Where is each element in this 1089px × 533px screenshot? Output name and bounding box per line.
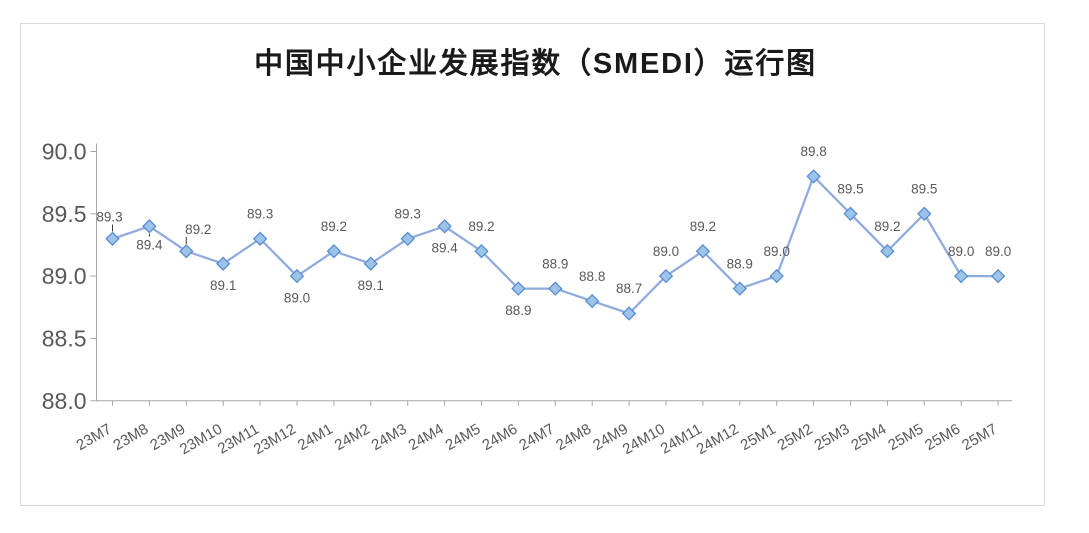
svg-text:88.5: 88.5	[42, 326, 87, 352]
svg-text:23M8: 23M8	[110, 421, 151, 454]
svg-text:24M4: 24M4	[406, 421, 447, 454]
svg-text:88.9: 88.9	[505, 303, 531, 318]
svg-text:89.2: 89.2	[321, 219, 347, 234]
svg-text:25M4: 25M4	[848, 421, 889, 454]
svg-text:89.0: 89.0	[764, 244, 790, 259]
svg-text:25M1: 25M1	[738, 421, 779, 454]
svg-text:89.5: 89.5	[42, 201, 87, 227]
svg-text:89.0: 89.0	[42, 263, 87, 289]
svg-text:24M3: 24M3	[369, 421, 410, 454]
svg-text:89.0: 89.0	[284, 290, 310, 305]
svg-text:24M5: 24M5	[442, 421, 483, 454]
svg-text:24M2: 24M2	[332, 421, 373, 454]
svg-text:89.2: 89.2	[185, 222, 211, 237]
svg-text:90.0: 90.0	[42, 139, 87, 165]
svg-text:24M1: 24M1	[295, 421, 336, 454]
svg-text:89.3: 89.3	[96, 210, 122, 225]
svg-text:88.9: 88.9	[727, 256, 753, 271]
svg-text:88.9: 88.9	[542, 256, 568, 271]
svg-text:89.8: 89.8	[800, 144, 826, 159]
svg-text:24M6: 24M6	[479, 421, 520, 454]
svg-text:88.0: 88.0	[42, 388, 87, 414]
svg-text:89.0: 89.0	[985, 244, 1011, 259]
svg-text:89.2: 89.2	[468, 219, 494, 234]
svg-text:23M10: 23M10	[177, 421, 225, 459]
svg-text:25M2: 25M2	[775, 421, 816, 454]
svg-text:25M5: 25M5	[885, 421, 926, 454]
svg-text:89.1: 89.1	[210, 278, 236, 293]
svg-text:89.0: 89.0	[653, 244, 679, 259]
svg-text:24M7: 24M7	[516, 421, 557, 454]
svg-text:89.5: 89.5	[837, 182, 863, 197]
svg-text:23M12: 23M12	[251, 421, 299, 459]
svg-text:25M3: 25M3	[811, 421, 852, 454]
svg-text:24M12: 24M12	[694, 421, 742, 459]
svg-text:25M6: 25M6	[922, 421, 963, 454]
svg-text:89.1: 89.1	[358, 278, 384, 293]
svg-text:23M7: 23M7	[73, 421, 114, 454]
svg-text:89.3: 89.3	[395, 207, 421, 222]
svg-text:89.4: 89.4	[431, 241, 458, 256]
svg-text:89.5: 89.5	[911, 182, 937, 197]
svg-text:24M8: 24M8	[553, 421, 594, 454]
svg-text:88.7: 88.7	[616, 281, 642, 296]
svg-text:89.3: 89.3	[247, 207, 273, 222]
svg-text:89.4: 89.4	[136, 238, 163, 253]
svg-text:89.2: 89.2	[690, 219, 716, 234]
svg-text:25M7: 25M7	[959, 421, 1000, 454]
svg-text:89.0: 89.0	[948, 244, 974, 259]
svg-text:89.2: 89.2	[874, 219, 900, 234]
svg-text:24M10: 24M10	[620, 421, 668, 459]
svg-text:88.8: 88.8	[579, 269, 605, 284]
